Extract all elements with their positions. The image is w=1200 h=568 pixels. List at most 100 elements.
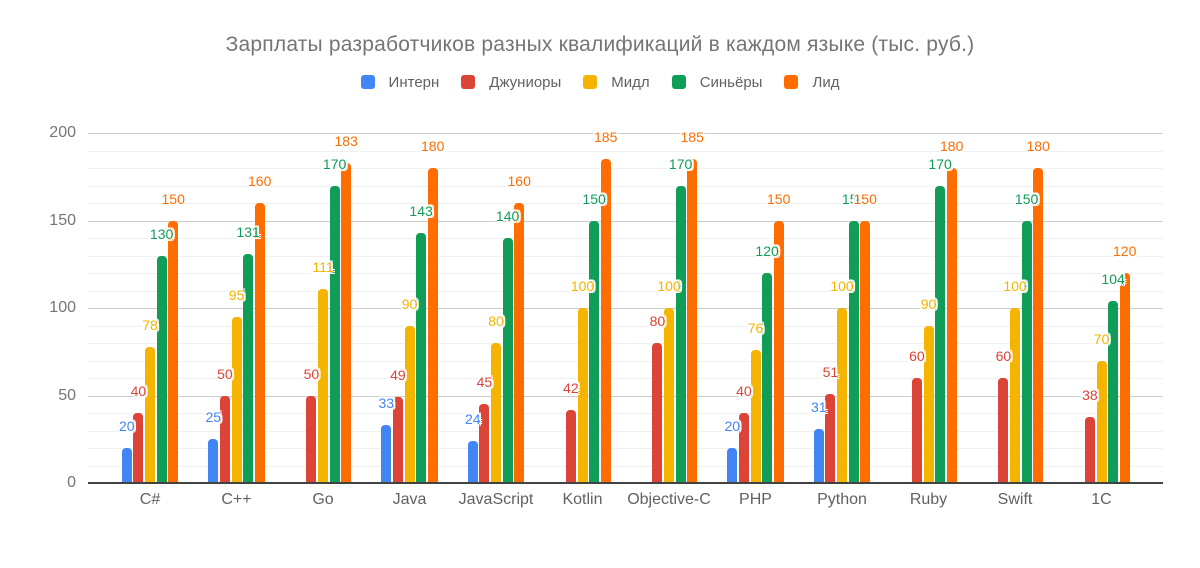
bar[interactable] — [577, 308, 588, 483]
bar[interactable] — [1021, 220, 1032, 483]
bar[interactable] — [427, 168, 438, 483]
legend-swatch-icon — [360, 75, 375, 89]
bar[interactable] — [1108, 301, 1119, 483]
bar-value-label: 90 — [920, 295, 937, 312]
legend-swatch-icon — [671, 75, 686, 89]
bar[interactable] — [848, 220, 859, 483]
minor-gridline — [88, 325, 1163, 327]
bar-value-label: 100 — [830, 278, 854, 294]
bar[interactable] — [946, 168, 957, 483]
bar-value-label: 25 — [205, 409, 222, 426]
y-axis-tick-label: 50 — [58, 386, 76, 404]
bar-value-label: 80 — [649, 313, 666, 329]
legend-label: Джуниоры — [489, 73, 562, 91]
bar[interactable] — [773, 220, 784, 483]
bar[interactable] — [243, 253, 254, 483]
bar[interactable] — [750, 350, 761, 483]
bar[interactable] — [652, 343, 663, 483]
major-gridline — [88, 220, 1163, 222]
bar[interactable] — [318, 288, 328, 483]
bar[interactable] — [923, 325, 934, 483]
bar-value-label: 24 — [465, 411, 481, 427]
bar[interactable] — [727, 448, 738, 483]
y-axis-tick-label: 200 — [49, 124, 76, 141]
bar[interactable] — [1096, 360, 1107, 483]
bar-value-label: 20 — [119, 418, 135, 434]
bar[interactable] — [145, 346, 155, 483]
bar[interactable] — [208, 439, 219, 483]
bar[interactable] — [1010, 308, 1020, 483]
bar[interactable] — [837, 308, 847, 483]
bar[interactable] — [1084, 416, 1095, 483]
minor-gridline — [88, 238, 1163, 239]
bar[interactable] — [329, 185, 340, 483]
bar-value-label: 49 — [390, 367, 406, 384]
bar[interactable] — [762, 273, 773, 483]
bar[interactable] — [121, 448, 132, 483]
y-axis-tick-label: 100 — [49, 299, 76, 316]
bar[interactable] — [502, 238, 513, 483]
legend-label: Мидл — [611, 73, 650, 91]
bar[interactable] — [231, 316, 242, 483]
bar-value-label: 183 — [334, 132, 358, 149]
bar[interactable] — [1033, 168, 1044, 483]
bar[interactable] — [491, 343, 501, 483]
bar[interactable] — [565, 409, 576, 483]
bar[interactable] — [219, 395, 230, 483]
legend-item-2[interactable]: Мидл — [583, 73, 650, 91]
bar[interactable] — [467, 441, 478, 483]
bar[interactable] — [381, 425, 392, 483]
bar[interactable] — [825, 393, 836, 483]
bar[interactable] — [664, 308, 674, 483]
bar[interactable] — [341, 162, 352, 483]
bar[interactable] — [479, 404, 490, 483]
x-axis-category-label: Go — [312, 491, 334, 508]
minor-gridline — [88, 360, 1163, 362]
bar[interactable] — [514, 203, 525, 483]
bar[interactable] — [1119, 273, 1130, 483]
bar-value-label: 180 — [421, 138, 445, 154]
legend-item-4[interactable]: Лид — [784, 74, 839, 91]
legend-swatch-icon — [461, 75, 476, 89]
bar[interactable] — [589, 220, 600, 483]
bar[interactable] — [416, 232, 427, 483]
bar[interactable] — [156, 255, 167, 483]
bar-value-label: 80 — [488, 313, 504, 329]
minor-gridline — [88, 290, 1163, 292]
bar-value-label: 76 — [747, 320, 764, 336]
bar[interactable] — [600, 159, 611, 483]
bar[interactable] — [935, 185, 946, 483]
minor-gridline — [88, 255, 1163, 257]
bar[interactable] — [675, 185, 686, 483]
legend-item-3[interactable]: Синьёры — [671, 73, 763, 91]
x-axis-category-label: Objective-C — [627, 491, 711, 508]
legend-label: Синьёры — [699, 73, 763, 91]
bar[interactable] — [254, 203, 265, 483]
minor-gridline — [88, 168, 1163, 169]
bar[interactable] — [392, 397, 403, 483]
x-axis-category-label: PHP — [739, 491, 772, 508]
bar-value-label: 33 — [378, 395, 395, 412]
bar-value-label: 104 — [1101, 271, 1125, 287]
bar-value-label: 180 — [940, 138, 964, 154]
bar[interactable] — [687, 159, 698, 483]
legend-item-1[interactable]: Джуниоры — [461, 74, 561, 91]
bar-value-label: 185 — [594, 129, 618, 146]
bar[interactable] — [738, 413, 749, 483]
bar-value-label: 140 — [495, 208, 520, 224]
major-gridline — [88, 395, 1163, 397]
bar[interactable] — [813, 428, 824, 483]
bar[interactable] — [306, 395, 317, 483]
legend-label: Интерн — [388, 73, 440, 91]
legend-item-0[interactable]: Интерн — [360, 73, 440, 91]
bar-value-label: 160 — [248, 173, 272, 189]
bar-value-label: 38 — [1082, 386, 1098, 403]
bar[interactable] — [998, 378, 1009, 483]
bar-value-label: 100 — [570, 278, 595, 294]
bar[interactable] — [404, 325, 415, 483]
major-gridline — [88, 133, 1163, 134]
bar[interactable] — [133, 413, 144, 483]
bar[interactable] — [911, 378, 922, 483]
bar[interactable] — [860, 220, 871, 483]
bar[interactable] — [168, 220, 179, 483]
